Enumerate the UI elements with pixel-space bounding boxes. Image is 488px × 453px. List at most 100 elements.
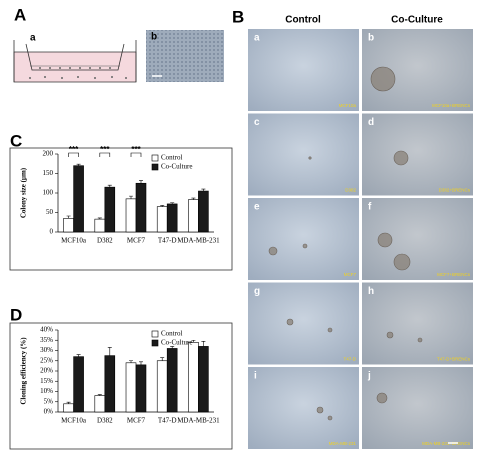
- error-bar: [66, 215, 71, 219]
- error-bar: [160, 205, 165, 207]
- significance-label: ***: [69, 145, 79, 154]
- sub-label: j: [367, 371, 371, 382]
- legend-swatch: [151, 163, 159, 171]
- x-tick-label: MCF10a: [61, 237, 87, 245]
- colony: [327, 415, 333, 421]
- bar: [156, 206, 168, 233]
- legend-label: Co-Culture: [161, 163, 193, 171]
- sub-label: i: [254, 371, 257, 382]
- error-bar: [191, 197, 196, 200]
- micrograph-caption: MCF7: [344, 272, 357, 277]
- bar: [188, 341, 199, 413]
- error-bar: [160, 357, 165, 361]
- y-axis-label: Colony size (μm): [20, 167, 28, 218]
- x-tick-label: MDA-MB-231: [177, 237, 220, 245]
- y-tick-label: 100: [43, 189, 54, 197]
- y-tick-label: 200: [43, 150, 54, 158]
- micrograph: [362, 367, 473, 449]
- panel-label: C: [10, 131, 22, 150]
- micrograph-caption: T47-D+BRENCs: [437, 357, 471, 362]
- colony: [393, 253, 411, 271]
- error-bar: [138, 180, 143, 184]
- significance-label: ***: [131, 145, 141, 154]
- x-tick-label: T47-D: [158, 417, 177, 425]
- bar: [63, 218, 74, 233]
- charts: 0 50 100 150 200 Colony size (μm) MCF10a *** D38…: [9, 145, 233, 450]
- y-tick-label: 10%: [40, 387, 53, 395]
- colony: [370, 66, 396, 92]
- x-tick-label: MDA-MB-231: [177, 417, 220, 425]
- bar: [125, 362, 137, 413]
- sub-label: a: [254, 33, 260, 44]
- micrograph: [248, 113, 359, 196]
- error-bar: [201, 340, 206, 347]
- bar: [198, 190, 209, 233]
- legend-swatch: [151, 330, 159, 338]
- y-tick-label: 20%: [40, 367, 53, 375]
- bar: [166, 348, 178, 413]
- colony: [316, 406, 324, 414]
- bar: [104, 186, 116, 233]
- colony: [377, 232, 393, 248]
- significance-bracket: [130, 152, 142, 157]
- micrograph-caption: MCF7+BRENCs: [437, 272, 471, 277]
- sub-label: a: [30, 33, 36, 44]
- sub-label: d: [368, 117, 374, 128]
- micrograph: [248, 198, 359, 280]
- colony: [327, 327, 333, 333]
- significance-bracket: [99, 152, 111, 157]
- bar: [94, 395, 106, 413]
- y-tick-label: 0: [50, 228, 54, 236]
- bar: [73, 165, 84, 233]
- micrograph-caption: D382+BRENCs: [439, 188, 471, 193]
- bar: [135, 364, 147, 413]
- error-bar: [129, 360, 134, 363]
- sub-label: h: [368, 286, 374, 297]
- error-bar: [97, 217, 102, 220]
- micrograph: [362, 113, 473, 196]
- bar: [63, 403, 74, 413]
- bar: [104, 355, 116, 413]
- error-bar: [76, 163, 81, 166]
- y-tick-label: 50: [46, 208, 54, 216]
- error-bar: [107, 184, 112, 188]
- legend-label: Co-Culture: [161, 339, 193, 347]
- bar-chart: 0 50 100 150 200 Colony size (μm) MCF10a *** D38…: [9, 145, 233, 271]
- micrograph: [146, 30, 224, 82]
- micrograph-caption: T47-D: [343, 357, 356, 362]
- error-bar: [107, 347, 112, 356]
- error-bar: [170, 346, 175, 349]
- x-tick-label: D382: [97, 417, 113, 425]
- micrograph: [362, 282, 473, 365]
- micrograph: [248, 29, 359, 111]
- bar: [188, 199, 199, 233]
- sub-label: e: [254, 202, 260, 213]
- colony: [376, 392, 388, 404]
- significance-bracket: [68, 152, 79, 157]
- bar: [135, 182, 147, 233]
- legend-label: Control: [161, 330, 182, 338]
- y-tick-label: 15%: [40, 377, 53, 385]
- y-tick-label: 35%: [40, 336, 53, 344]
- colony: [417, 337, 423, 343]
- micrograph-grid: a MCF10a b MCF10a+BRENCs c D382 d D382+BRENCs e M…: [248, 29, 473, 449]
- legend-swatch: [151, 339, 159, 347]
- error-bar: [201, 188, 206, 192]
- colony: [308, 156, 312, 160]
- y-tick-label: 40%: [40, 326, 53, 334]
- colony: [302, 243, 308, 249]
- error-bar: [191, 339, 196, 343]
- panel-label: D: [10, 305, 22, 324]
- error-bar: [170, 202, 175, 204]
- x-tick-label: T47-D: [158, 237, 177, 245]
- legend-label: Control: [161, 154, 182, 162]
- error-bar: [76, 354, 81, 357]
- column-header: Control: [285, 15, 321, 26]
- sub-label: f: [368, 202, 372, 213]
- panel-label: B: [232, 7, 244, 26]
- x-tick-label: MCF7: [127, 237, 146, 245]
- y-axis-label: Cloning efficiency (%): [20, 337, 28, 405]
- micrograph-caption: D382: [345, 188, 356, 193]
